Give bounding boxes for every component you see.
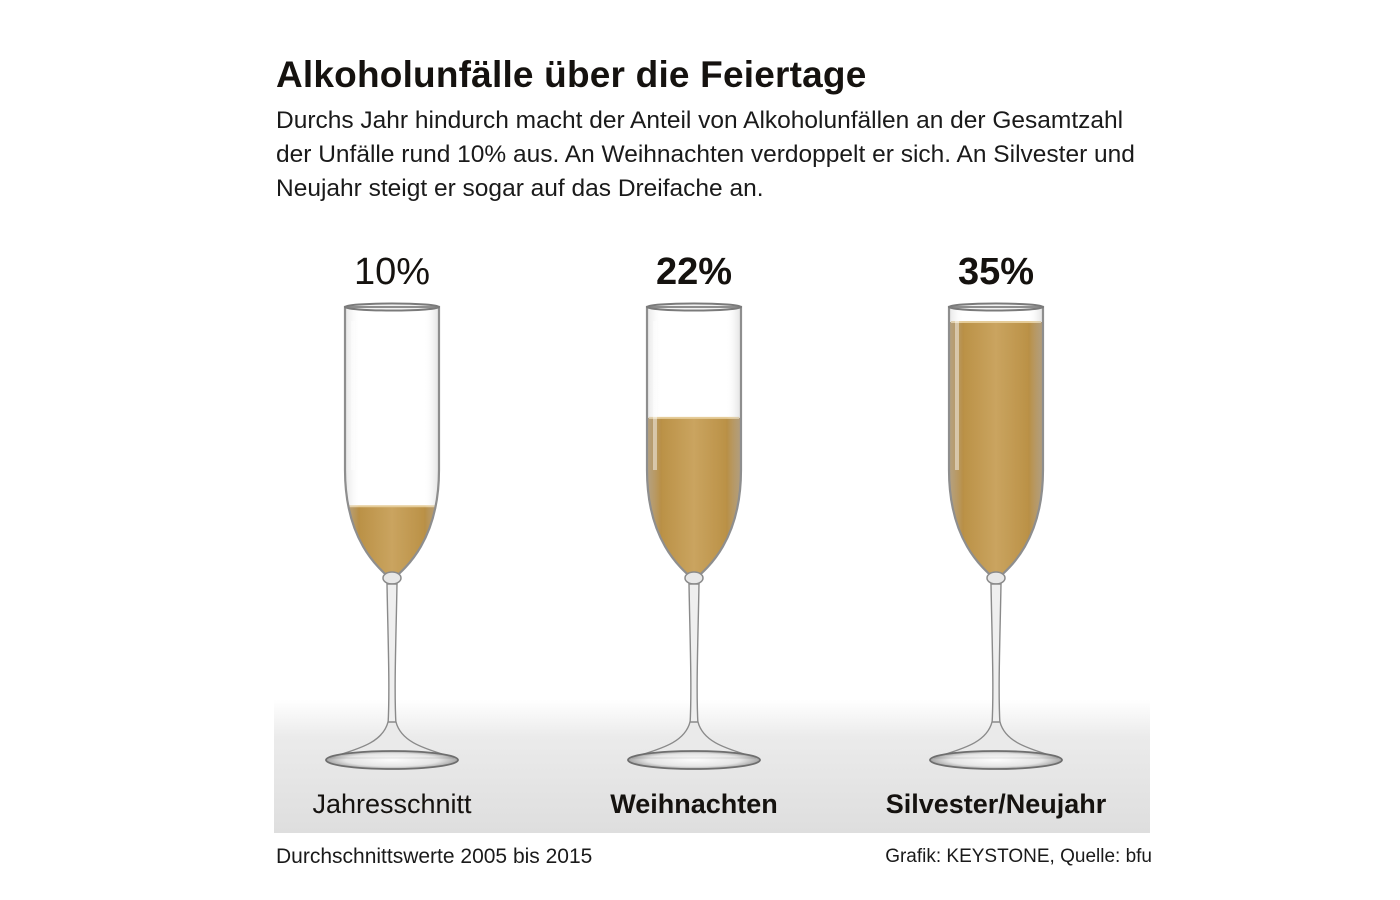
value-label-3: 35% <box>958 251 1034 293</box>
glass-bowl-2 <box>645 305 743 582</box>
footnote-source: Grafik: KEYSTONE, Quelle: bfu <box>885 846 1152 867</box>
glass-bowl-3 <box>947 305 1045 582</box>
glass-stem-1 <box>386 583 398 726</box>
glass-stem-2 <box>688 583 700 726</box>
glass-base-2 <box>627 750 761 770</box>
value-label-2: 22% <box>656 251 732 293</box>
chart-subtitle: Durchs Jahr hindurch macht der Anteil vo… <box>276 107 1135 202</box>
chart-title: Alkoholunfälle über die Feiertage <box>276 54 867 95</box>
glass-bowl-1 <box>343 305 441 582</box>
category-label-2: Weihnachten <box>610 789 778 819</box>
footnote-period: Durchschnittswerte 2005 bis 2015 <box>276 845 593 868</box>
glass-1: 10% Jahresschnitt <box>312 251 472 819</box>
value-label-1: 10% <box>354 251 430 293</box>
glass-base-3 <box>929 750 1063 770</box>
glass-3: 35% Silvester/Neujahr <box>886 251 1107 819</box>
glass-base-1 <box>325 750 459 770</box>
glass-stem-3 <box>990 583 1002 726</box>
category-label-1: Jahresschnitt <box>312 789 472 819</box>
glass-2: 22% Weihnachten <box>610 251 778 819</box>
category-label-3: Silvester/Neujahr <box>886 789 1107 819</box>
